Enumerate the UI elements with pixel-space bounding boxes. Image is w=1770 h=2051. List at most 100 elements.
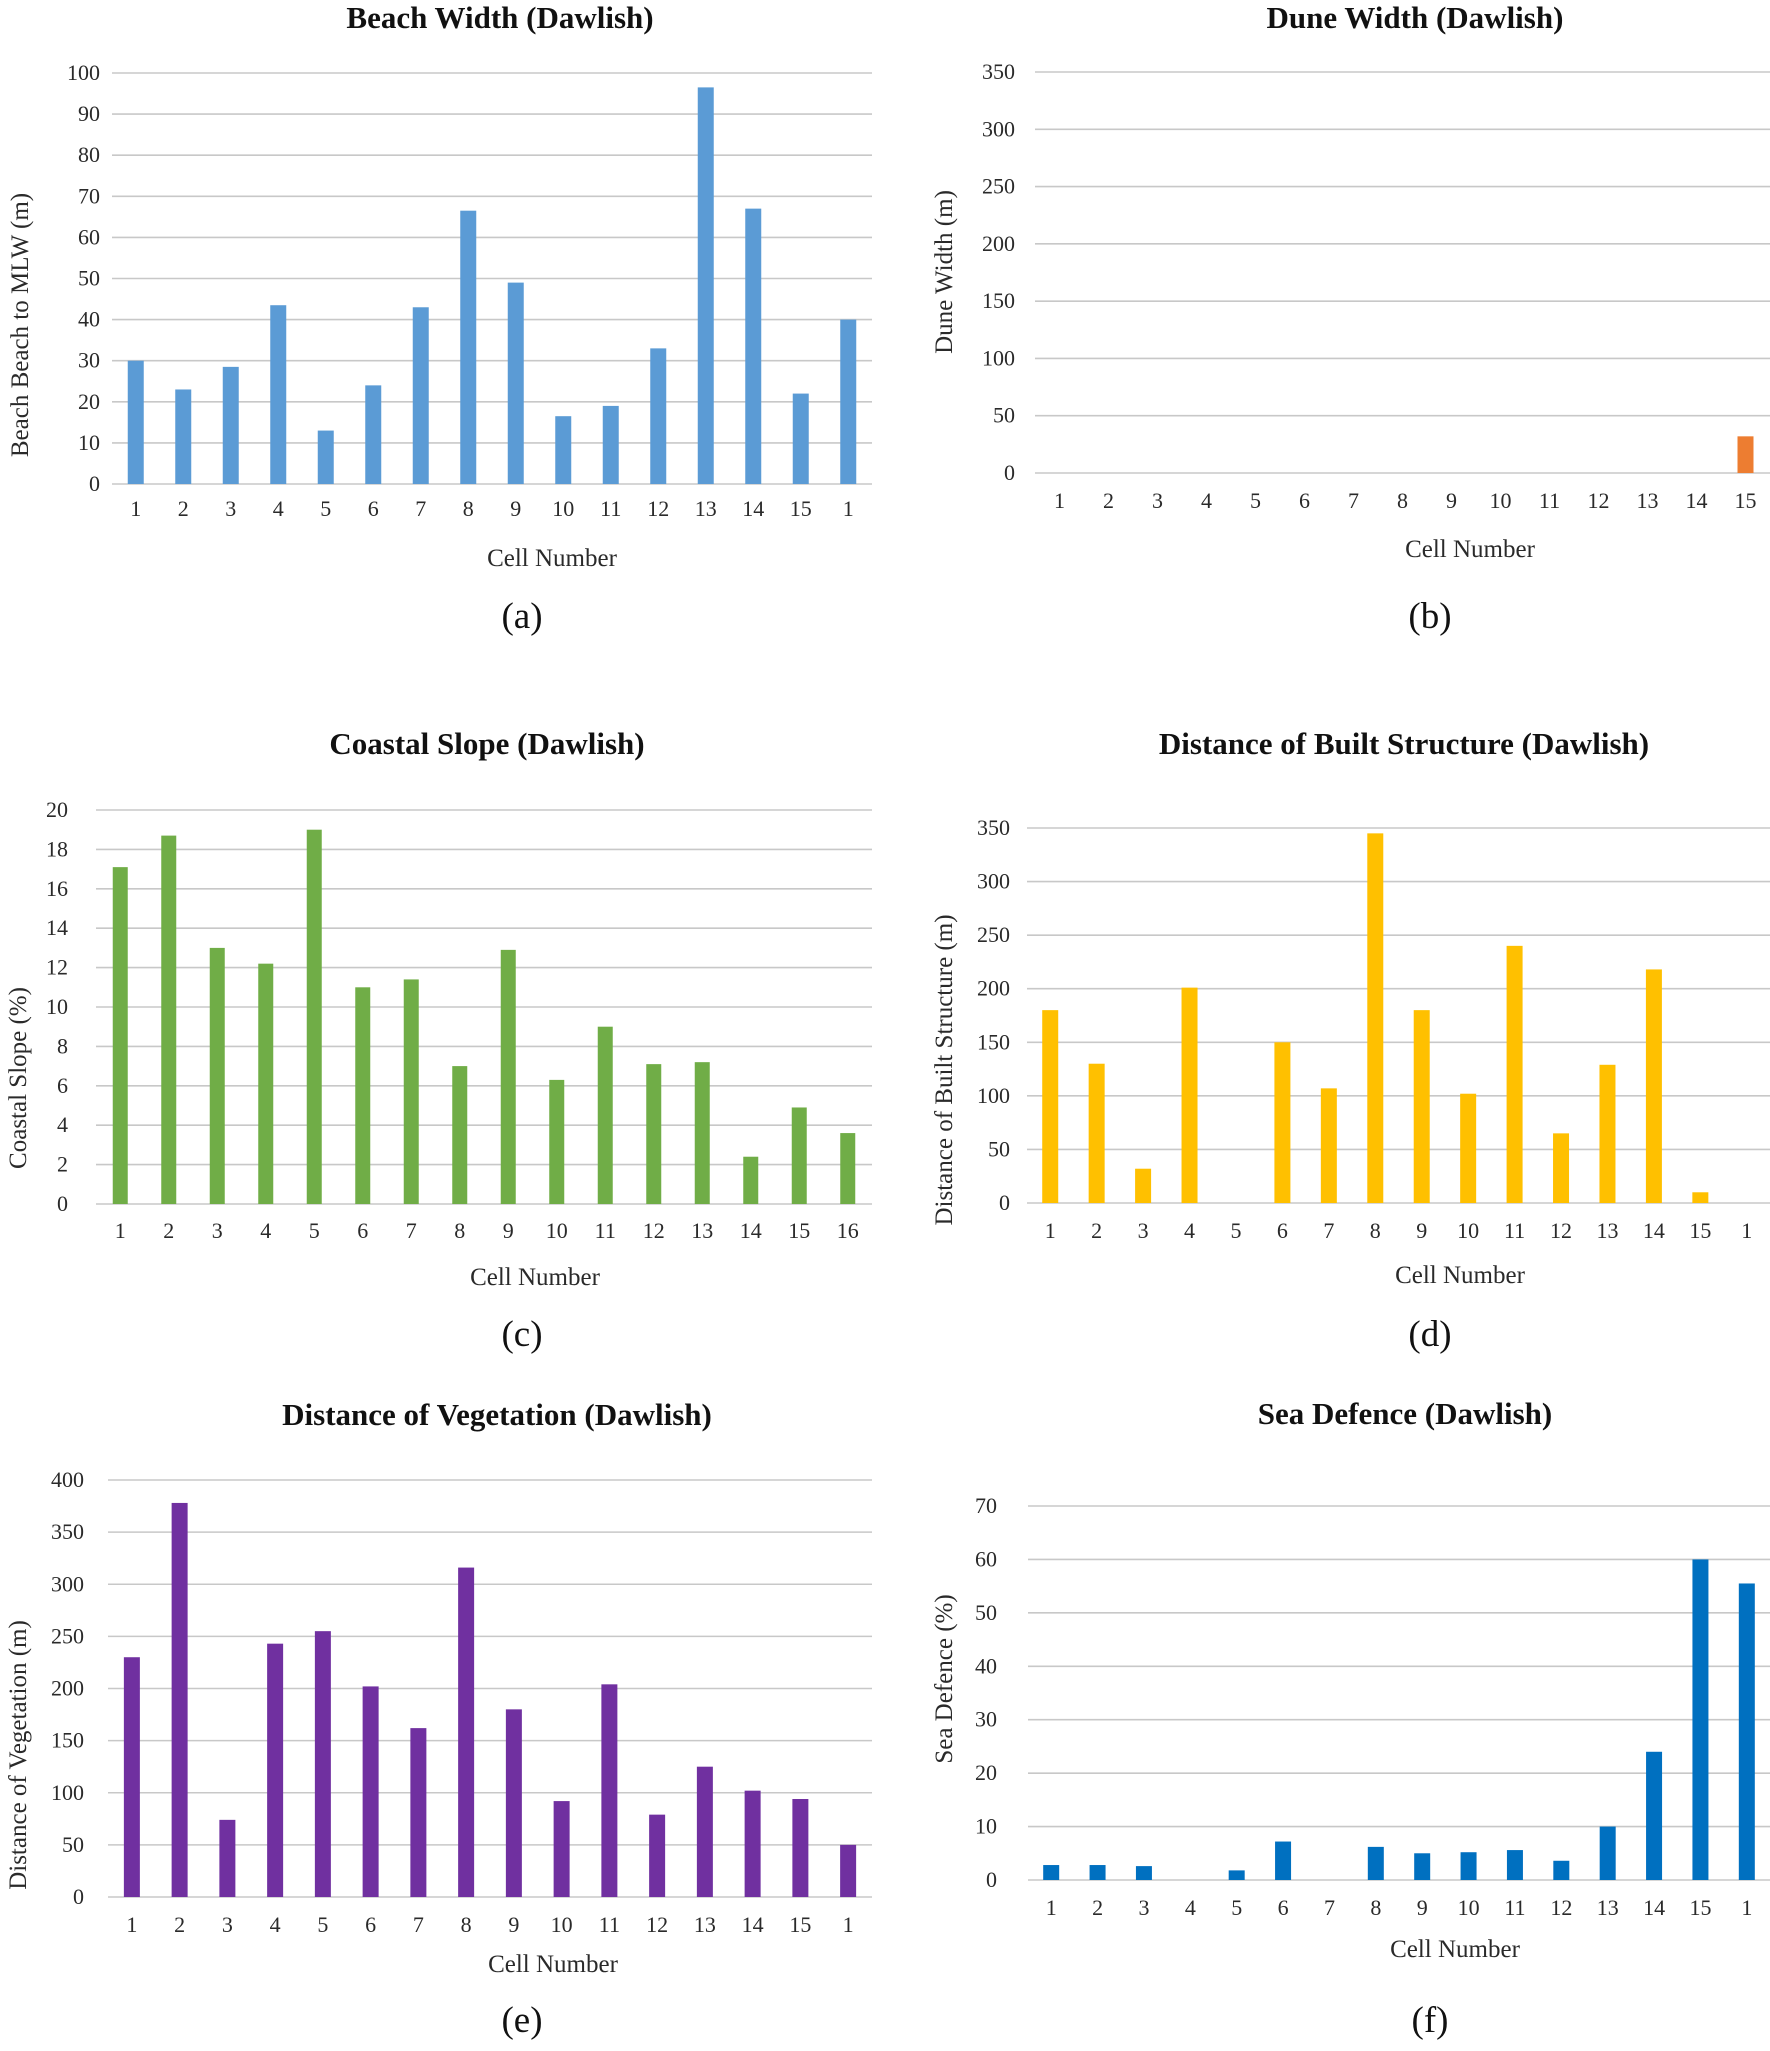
bar bbox=[267, 1643, 284, 1897]
y-axis-label: Beach Beach to MLW (m) bbox=[7, 193, 34, 457]
bar bbox=[1645, 969, 1662, 1203]
chart-title: Distance of Vegetation (Dawlish) bbox=[282, 1397, 712, 1432]
chart-title: Sea Defence (Dawlish) bbox=[1258, 1396, 1552, 1431]
x-tick-label: 6 bbox=[1277, 1218, 1288, 1243]
bar bbox=[1274, 1042, 1291, 1203]
bar bbox=[1553, 1133, 1570, 1203]
y-tick-label: 350 bbox=[977, 815, 1010, 840]
panel-caption: (e) bbox=[501, 2000, 542, 2041]
x-tick-label: 5 bbox=[320, 496, 331, 521]
y-axis-label: Dune Width (m) bbox=[931, 190, 958, 354]
chart-title: Distance of Built Structure (Dawlish) bbox=[1159, 726, 1649, 761]
y-tick-label: 50 bbox=[975, 1600, 997, 1625]
x-tick-label: 2 bbox=[1091, 1218, 1102, 1243]
x-tick-label: 9 bbox=[1417, 1895, 1428, 1920]
y-tick-label: 60 bbox=[975, 1546, 997, 1571]
x-tick-label: 8 bbox=[1370, 1218, 1381, 1243]
chart-title: Dune Width (Dawlish) bbox=[1267, 0, 1564, 35]
y-axis-label: Distance of Built Structure (m) bbox=[931, 914, 958, 1225]
x-tick-label: 15 bbox=[1735, 488, 1757, 513]
y-tick-label: 70 bbox=[975, 1493, 997, 1518]
bar bbox=[1088, 1063, 1105, 1203]
x-tick-label: 4 bbox=[1184, 1218, 1195, 1243]
x-tick-label: 1 bbox=[1045, 1218, 1056, 1243]
bar bbox=[412, 307, 429, 484]
bar bbox=[161, 835, 177, 1204]
x-tick-label: 13 bbox=[1596, 1218, 1618, 1243]
x-tick-label: 5 bbox=[317, 1912, 328, 1937]
x-axis-label: Cell Number bbox=[1395, 1262, 1526, 1289]
y-tick-label: 150 bbox=[977, 1029, 1010, 1054]
panel-caption: (b) bbox=[1408, 596, 1451, 637]
bar bbox=[1460, 1852, 1477, 1880]
x-axis-label: Cell Number bbox=[1405, 536, 1536, 563]
chart-panel-c: Coastal Slope (Dawlish) 0 2 4 6 8 10 12 14 16 18 2… bbox=[0, 700, 885, 1360]
x-tick-label: 15 bbox=[789, 1912, 811, 1937]
y-tick-label: 100 bbox=[977, 1083, 1010, 1108]
x-tick-label: 3 bbox=[222, 1912, 233, 1937]
x-tick-label: 11 bbox=[1504, 1218, 1525, 1243]
x-tick-label: 5 bbox=[1230, 1218, 1241, 1243]
bar bbox=[1043, 1865, 1060, 1880]
x-tick-label: 11 bbox=[600, 496, 621, 521]
y-tick-label: 10 bbox=[975, 1814, 997, 1839]
y-tick-label: 0 bbox=[57, 1191, 68, 1216]
bar bbox=[792, 1799, 809, 1897]
x-tick-label: 15 bbox=[1689, 1895, 1711, 1920]
x-tick-label: 1 bbox=[1054, 488, 1065, 513]
bar bbox=[460, 210, 477, 484]
x-tick-label: 13 bbox=[694, 1912, 716, 1937]
chart-panel-e: Distance of Vegetation (Dawlish) 0 50 100 1… bbox=[0, 1380, 885, 2051]
x-tick-label: 12 bbox=[1550, 1218, 1572, 1243]
x-axis-label: Cell Number bbox=[1390, 1936, 1521, 1963]
y-tick-label: 200 bbox=[977, 976, 1010, 1001]
x-tick-label: 11 bbox=[599, 1912, 620, 1937]
x-tick-label: 12 bbox=[1588, 488, 1610, 513]
x-tick-label: 10 bbox=[1490, 488, 1512, 513]
x-tick-label: 9 bbox=[1416, 1218, 1427, 1243]
y-tick-label: 4 bbox=[57, 1112, 68, 1137]
x-tick-label: 1 bbox=[843, 1912, 854, 1937]
x-tick-label: 14 bbox=[742, 496, 764, 521]
chart-svg-e: Distance of Vegetation (Dawlish) 0 50 100 1… bbox=[5, 1397, 872, 2041]
x-tick-label: 8 bbox=[463, 496, 474, 521]
bar bbox=[112, 867, 128, 1204]
x-tick-label: 13 bbox=[691, 1218, 713, 1243]
y-tick-label: 250 bbox=[982, 174, 1015, 199]
y-tick-label: 200 bbox=[982, 231, 1015, 256]
x-tick-label: 13 bbox=[1637, 488, 1659, 513]
y-tick-label: 150 bbox=[51, 1728, 84, 1753]
y-tick-label: 10 bbox=[46, 994, 68, 1019]
y-tick-label: 70 bbox=[78, 183, 100, 208]
chart-title: Beach Width (Dawlish) bbox=[346, 0, 653, 35]
chart-title: Coastal Slope (Dawlish) bbox=[329, 726, 644, 761]
y-tick-label: 50 bbox=[993, 403, 1015, 428]
x-tick-label: 14 bbox=[740, 1218, 762, 1243]
bar bbox=[1599, 1064, 1616, 1203]
y-tick-label: 80 bbox=[78, 142, 100, 167]
x-axis-label: Cell Number bbox=[487, 545, 618, 572]
bar bbox=[505, 1709, 522, 1897]
panel-caption: (c) bbox=[501, 1314, 542, 1355]
bar bbox=[840, 319, 857, 484]
bar bbox=[1228, 1870, 1245, 1880]
y-tick-label: 400 bbox=[51, 1467, 84, 1492]
x-tick-label: 12 bbox=[643, 1218, 665, 1243]
y-tick-label: 40 bbox=[78, 307, 100, 332]
bar bbox=[743, 1156, 759, 1204]
x-tick-label: 12 bbox=[646, 1912, 668, 1937]
y-tick-label: 300 bbox=[982, 116, 1015, 141]
bar bbox=[1042, 1010, 1059, 1203]
y-tick-label: 14 bbox=[46, 915, 68, 940]
y-tick-label: 50 bbox=[62, 1832, 84, 1857]
bar bbox=[1506, 945, 1523, 1203]
x-tick-label: 10 bbox=[546, 1218, 568, 1243]
y-tick-label: 30 bbox=[975, 1707, 997, 1732]
x-tick-label: 9 bbox=[508, 1912, 519, 1937]
x-tick-label: 5 bbox=[309, 1218, 320, 1243]
x-tick-label: 3 bbox=[1138, 1895, 1149, 1920]
bar bbox=[840, 1844, 857, 1897]
x-tick-label: 3 bbox=[1152, 488, 1163, 513]
bar bbox=[1135, 1866, 1152, 1880]
